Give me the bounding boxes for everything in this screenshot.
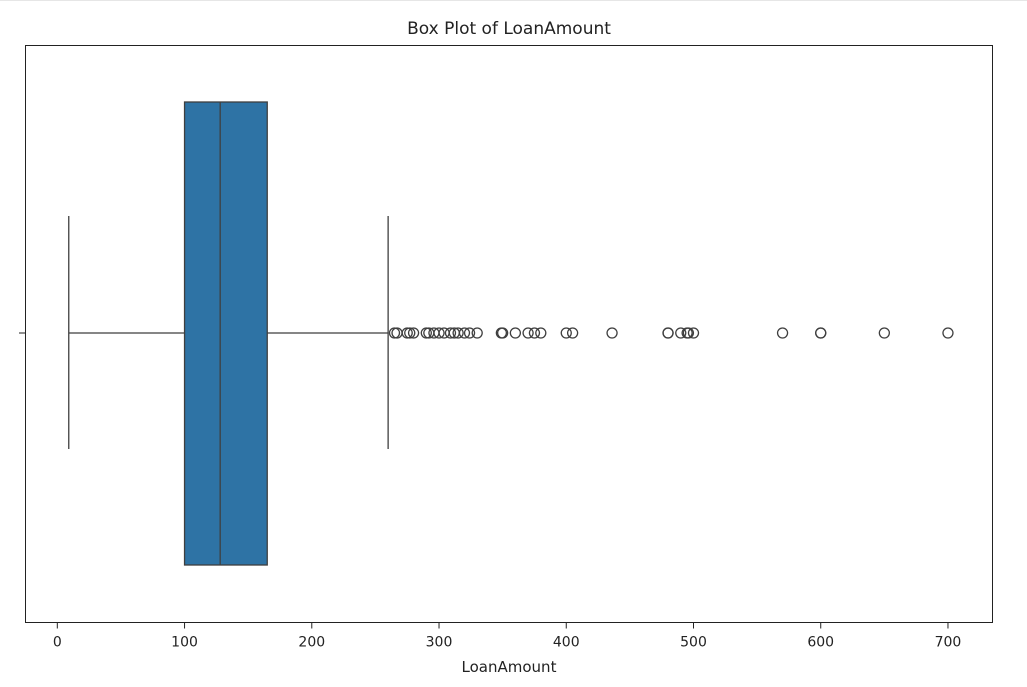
- x-tick-label: 600: [807, 635, 834, 651]
- outlier-point: [463, 327, 476, 339]
- outlier-point: [444, 327, 457, 339]
- x-tick-label: 200: [298, 635, 325, 651]
- outlier-point: [496, 327, 509, 339]
- x-tick-label: 400: [553, 635, 580, 651]
- x-axis-label: LoanAmount: [462, 658, 557, 676]
- outlier-point: [682, 327, 695, 339]
- chart-title: Box Plot of LoanAmount: [407, 19, 611, 39]
- outlier-point: [522, 327, 534, 339]
- outlier-point: [566, 327, 579, 339]
- x-tick-label: 500: [680, 635, 707, 651]
- x-tick-label: 0: [53, 635, 62, 651]
- outlier-point: [433, 327, 445, 339]
- outlier-point: [675, 327, 687, 339]
- outlier-point: [535, 327, 547, 339]
- outlier-point: [452, 327, 464, 339]
- x-tick-label: 300: [426, 635, 453, 651]
- outlier-point: [606, 327, 618, 339]
- outlier-point: [815, 327, 827, 339]
- outlier-point: [687, 327, 700, 339]
- outlier-point: [391, 327, 403, 339]
- outlier-point: [404, 327, 416, 339]
- x-tick-label: 700: [935, 635, 962, 651]
- outlier-point: [528, 327, 541, 339]
- outlier-point: [509, 327, 522, 339]
- outlier-point: [388, 327, 401, 339]
- x-axis: 0 100 200 300 400 500 600 700: [53, 622, 962, 651]
- outlier-point: [407, 327, 420, 339]
- outlier-point: [878, 327, 890, 339]
- outlier-point: [776, 327, 789, 339]
- plot-area: [68, 101, 954, 566]
- outlier-point: [458, 327, 471, 339]
- iqr-box: [183, 101, 268, 566]
- outlier-point: [560, 327, 572, 339]
- outlier-point: [471, 327, 483, 339]
- plot-frame: [25, 45, 993, 623]
- outlier-point: [662, 327, 674, 339]
- x-tick-label: 100: [171, 635, 198, 651]
- outlier-point: [942, 327, 954, 339]
